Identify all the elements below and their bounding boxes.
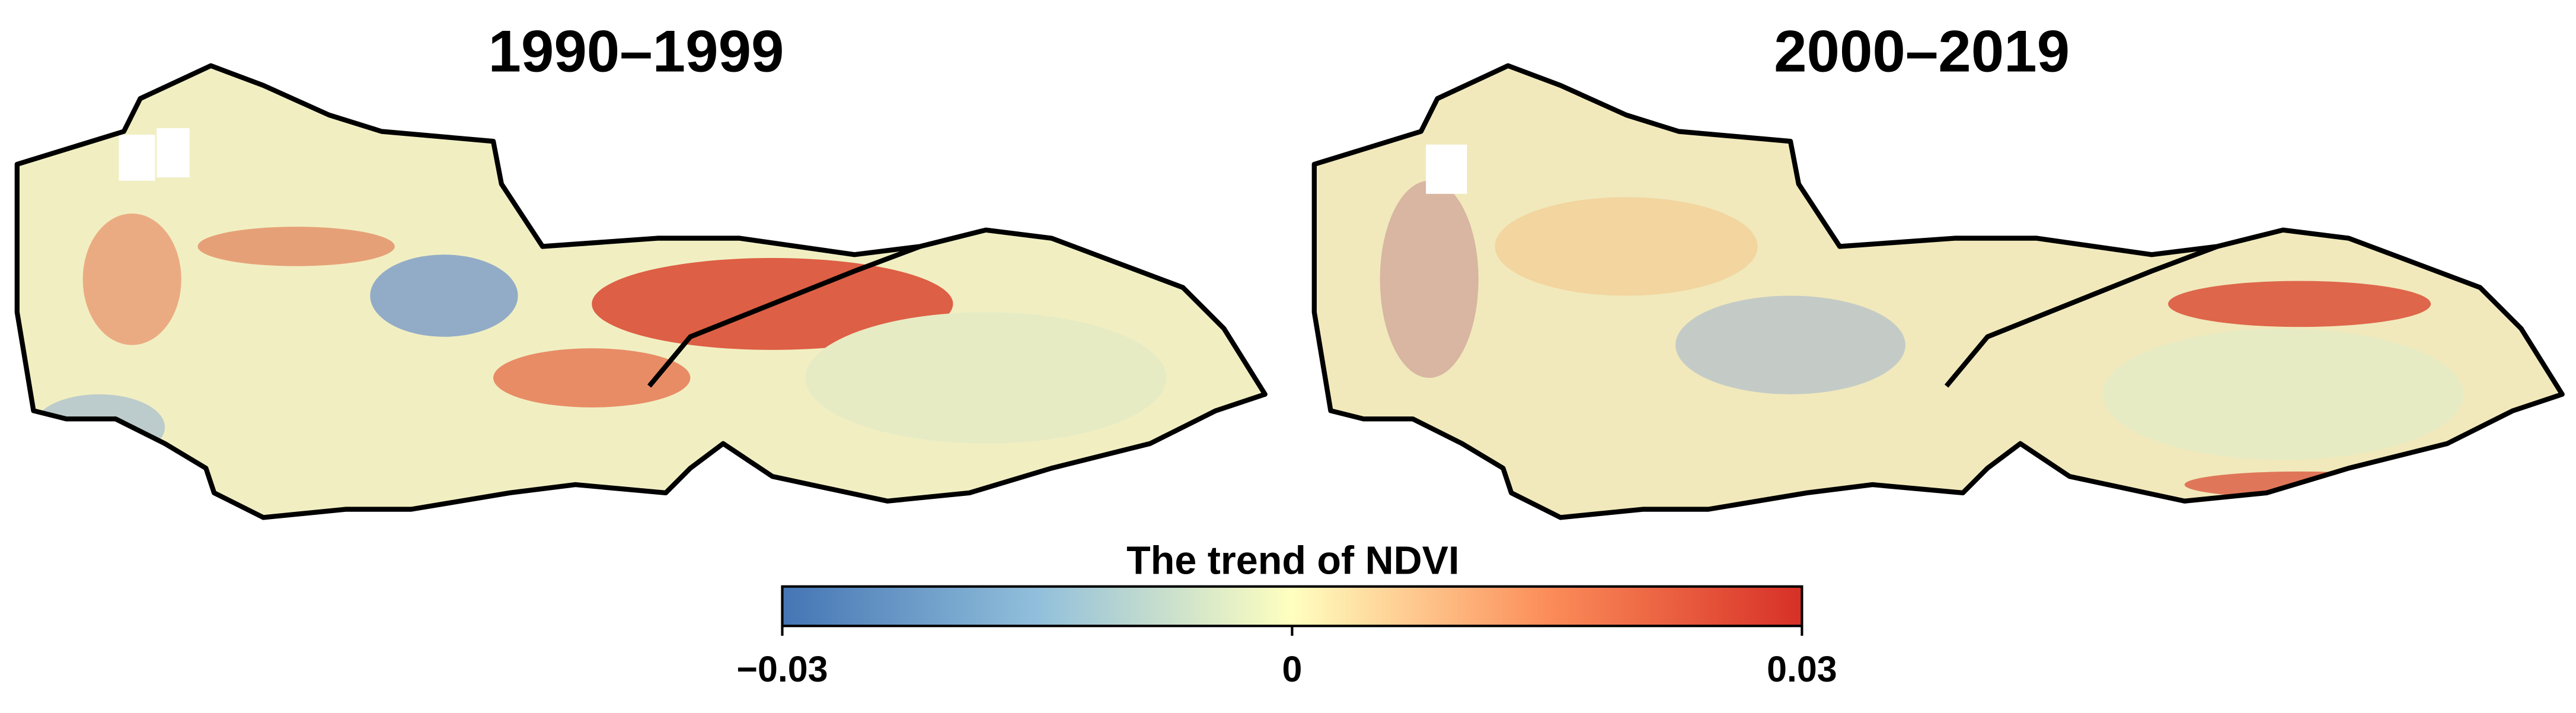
map-raster: [17, 65, 1265, 518]
colorbar-tick-label: 0.03: [1767, 649, 1837, 689]
map-right: [1298, 49, 2576, 542]
panel-title: 2000–2019: [1774, 19, 2070, 85]
colorbar-tick-label: 0: [1282, 649, 1302, 689]
colorbar: [781, 585, 1803, 628]
panel-title: 1990–1999: [488, 19, 784, 85]
basin-outline: [647, 244, 921, 388]
colorbar-title: The trend of NDVI: [1126, 539, 1459, 583]
map-raster: [1314, 65, 2562, 518]
map-left: [1, 49, 1281, 542]
basin-outline: [1944, 244, 2219, 388]
colorbar-tick-label: −0.03: [736, 649, 828, 689]
